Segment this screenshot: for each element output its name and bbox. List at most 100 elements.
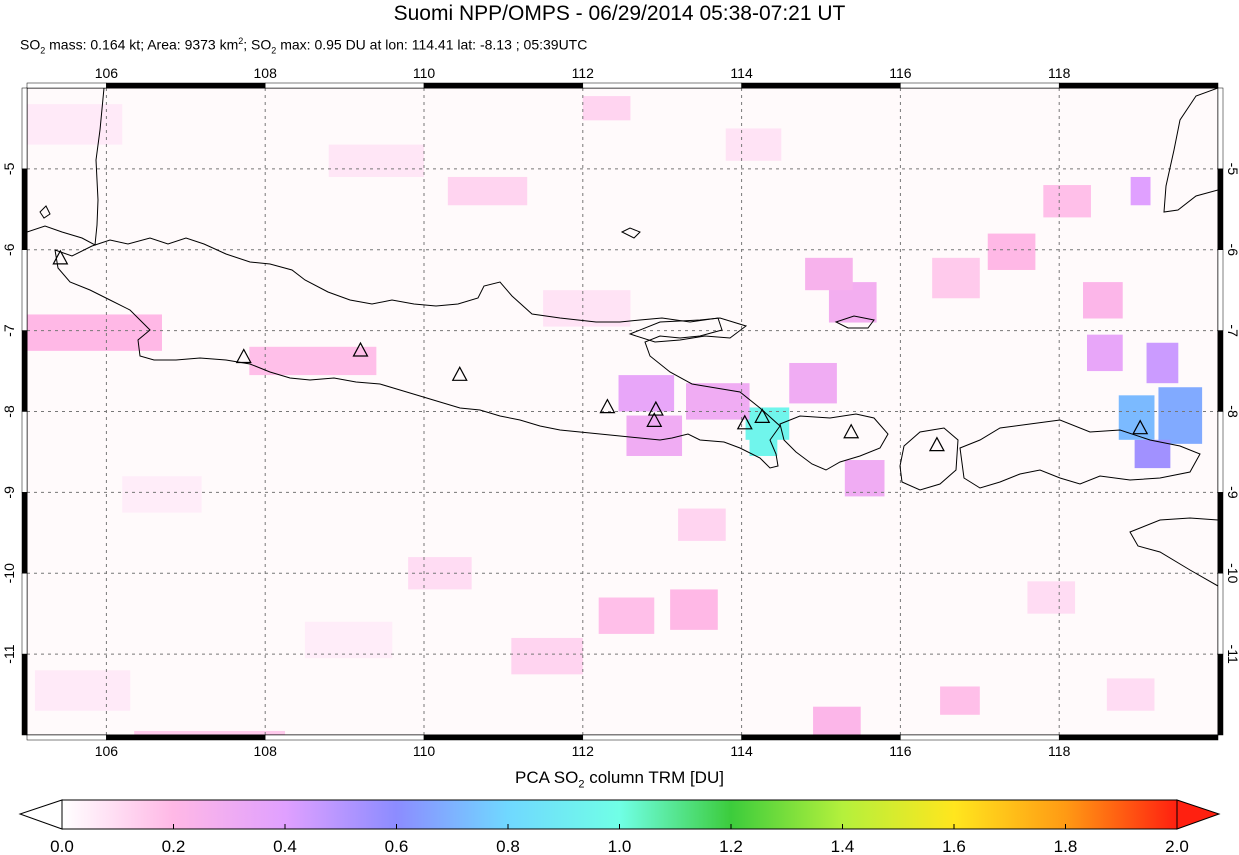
border-segment-bottom [582,734,742,741]
border-segment-left [21,330,28,412]
so2-pixel [598,597,655,634]
lat-label-left: -6 [1,243,17,256]
colorbar: 0.0 0.2 0.4 0.6 0.8 1.0 1.2 1.4 1.6 1.8 2.0 [18,799,1221,855]
lat-label-right: -11 [1225,645,1239,664]
colorbar-min-arrow [18,799,63,830]
so2-pixel [789,362,837,404]
lon-label-bottom: 116 [889,743,912,759]
lon-label-bottom: 106 [95,743,119,759]
lat-label-left: -11 [1,644,17,663]
coast-madura [628,317,748,343]
volcano-marker-icon [451,366,468,381]
lon-label-top: 110 [413,65,436,81]
so2-pixel [27,104,123,145]
so2-pixel [1130,176,1151,206]
so2-pixel [725,128,782,161]
area-value: 9373 km [184,36,239,53]
coast-island-bangka [39,205,51,219]
lon-label-bottom: 112 [572,743,595,759]
so2-pixel [134,730,286,735]
lat-label-right: -9 [1225,486,1239,499]
border-segment-right [1217,573,1224,655]
volcano-marker-icon [599,398,616,414]
colorbar-tick-label: 1.6 [942,837,966,855]
so2-pixel [932,257,980,299]
so2-pixel [447,176,528,206]
so2-pixel [618,375,675,412]
border-segment-bottom [900,734,1060,741]
border-segment-top [26,82,107,89]
colorbar-tick-label: 0.6 [385,837,409,855]
border-segment-right [1217,249,1224,331]
so2-pixel [844,460,885,497]
coast-sulawesi [1163,88,1218,213]
so2-pixel [1086,334,1123,372]
so2-pixel [1158,387,1203,444]
volcano-marker-icon [736,414,753,430]
volcano-marker-icon [352,341,369,357]
lat-label-right: -6 [1225,244,1239,257]
lat-label-right: -8 [1225,405,1239,418]
so2-mass-value: 0.164 kt [90,36,141,53]
lat-label-left: -7 [1,324,17,337]
so2-pixel [1043,185,1091,218]
border-segment-left [21,87,28,170]
map-title: Suomi NPP/OMPS - 06/29/2014 05:38-07:21 … [393,2,846,25]
border-segment-top [106,82,266,89]
so2-pixel [249,346,377,376]
colorbar-title: PCA SO2 column TRM [DU] [515,768,724,791]
border-segment-bottom [106,734,266,741]
border-segment-right [1217,330,1224,412]
so2-pixel [304,621,393,659]
so2-pixel [987,233,1036,270]
colorbar-tick-label: 0.4 [273,837,297,855]
so2-pixel [328,144,424,177]
coast-lombok [899,427,959,491]
lon-label-bottom: 118 [1048,743,1071,759]
axis-labels: 106 106 108 108 110 110 112 112 114 114 116 116 118 1… [1,65,1239,759]
lat-label-left: -8 [1,405,17,418]
border-segment-left [21,411,28,493]
colorbar-tick-label: 1.4 [831,837,855,855]
so2-pixel [1134,439,1171,469]
border-segment-bottom [741,734,901,741]
coast-sumbawa [959,419,1201,489]
lon-label-top: 108 [254,65,278,81]
volcano-markers [52,249,1149,452]
volcano-marker-icon [235,348,252,364]
volcano-marker-icon [52,249,69,265]
so2-pixel [626,415,683,456]
lon-label-top: 106 [95,65,119,81]
coast-bali [779,413,889,471]
colorbar-tick-label: 0.0 [50,837,74,855]
colorbar-tick-label: 1.2 [719,837,743,855]
so2-pixel [670,589,718,630]
border-segment-bottom [264,734,425,741]
so2-pixel [511,637,583,675]
border-segment-top [264,82,425,89]
border-segment-top [582,82,742,89]
border-segment-left [21,168,28,250]
coast-sumba [1129,517,1218,587]
border-segment-top [900,82,1060,89]
lon-label-top: 118 [1048,65,1071,81]
border-segment-right [1217,411,1224,493]
colorbar-tick-label: 1.0 [608,837,632,855]
lat-label-right: -10 [1225,563,1239,583]
so2-pixel [749,435,778,456]
volcano-marker-icon [647,400,664,416]
lon-label-top: 116 [889,65,912,81]
colorbar-tick-label: 0.8 [496,837,520,855]
lon-label-top: 114 [730,65,753,81]
lon-label-bottom: 114 [730,743,753,759]
lat-label-left: -10 [1,563,17,583]
volcano-marker-icon [754,408,771,423]
coastlines [27,88,1218,587]
border-segment-bottom [1058,734,1219,741]
lon-label-bottom: 108 [254,743,278,759]
border-segment-top [741,82,901,89]
so2-pixel [1083,282,1123,319]
so2-pixel [805,257,853,291]
border-segment-bottom [423,734,584,741]
